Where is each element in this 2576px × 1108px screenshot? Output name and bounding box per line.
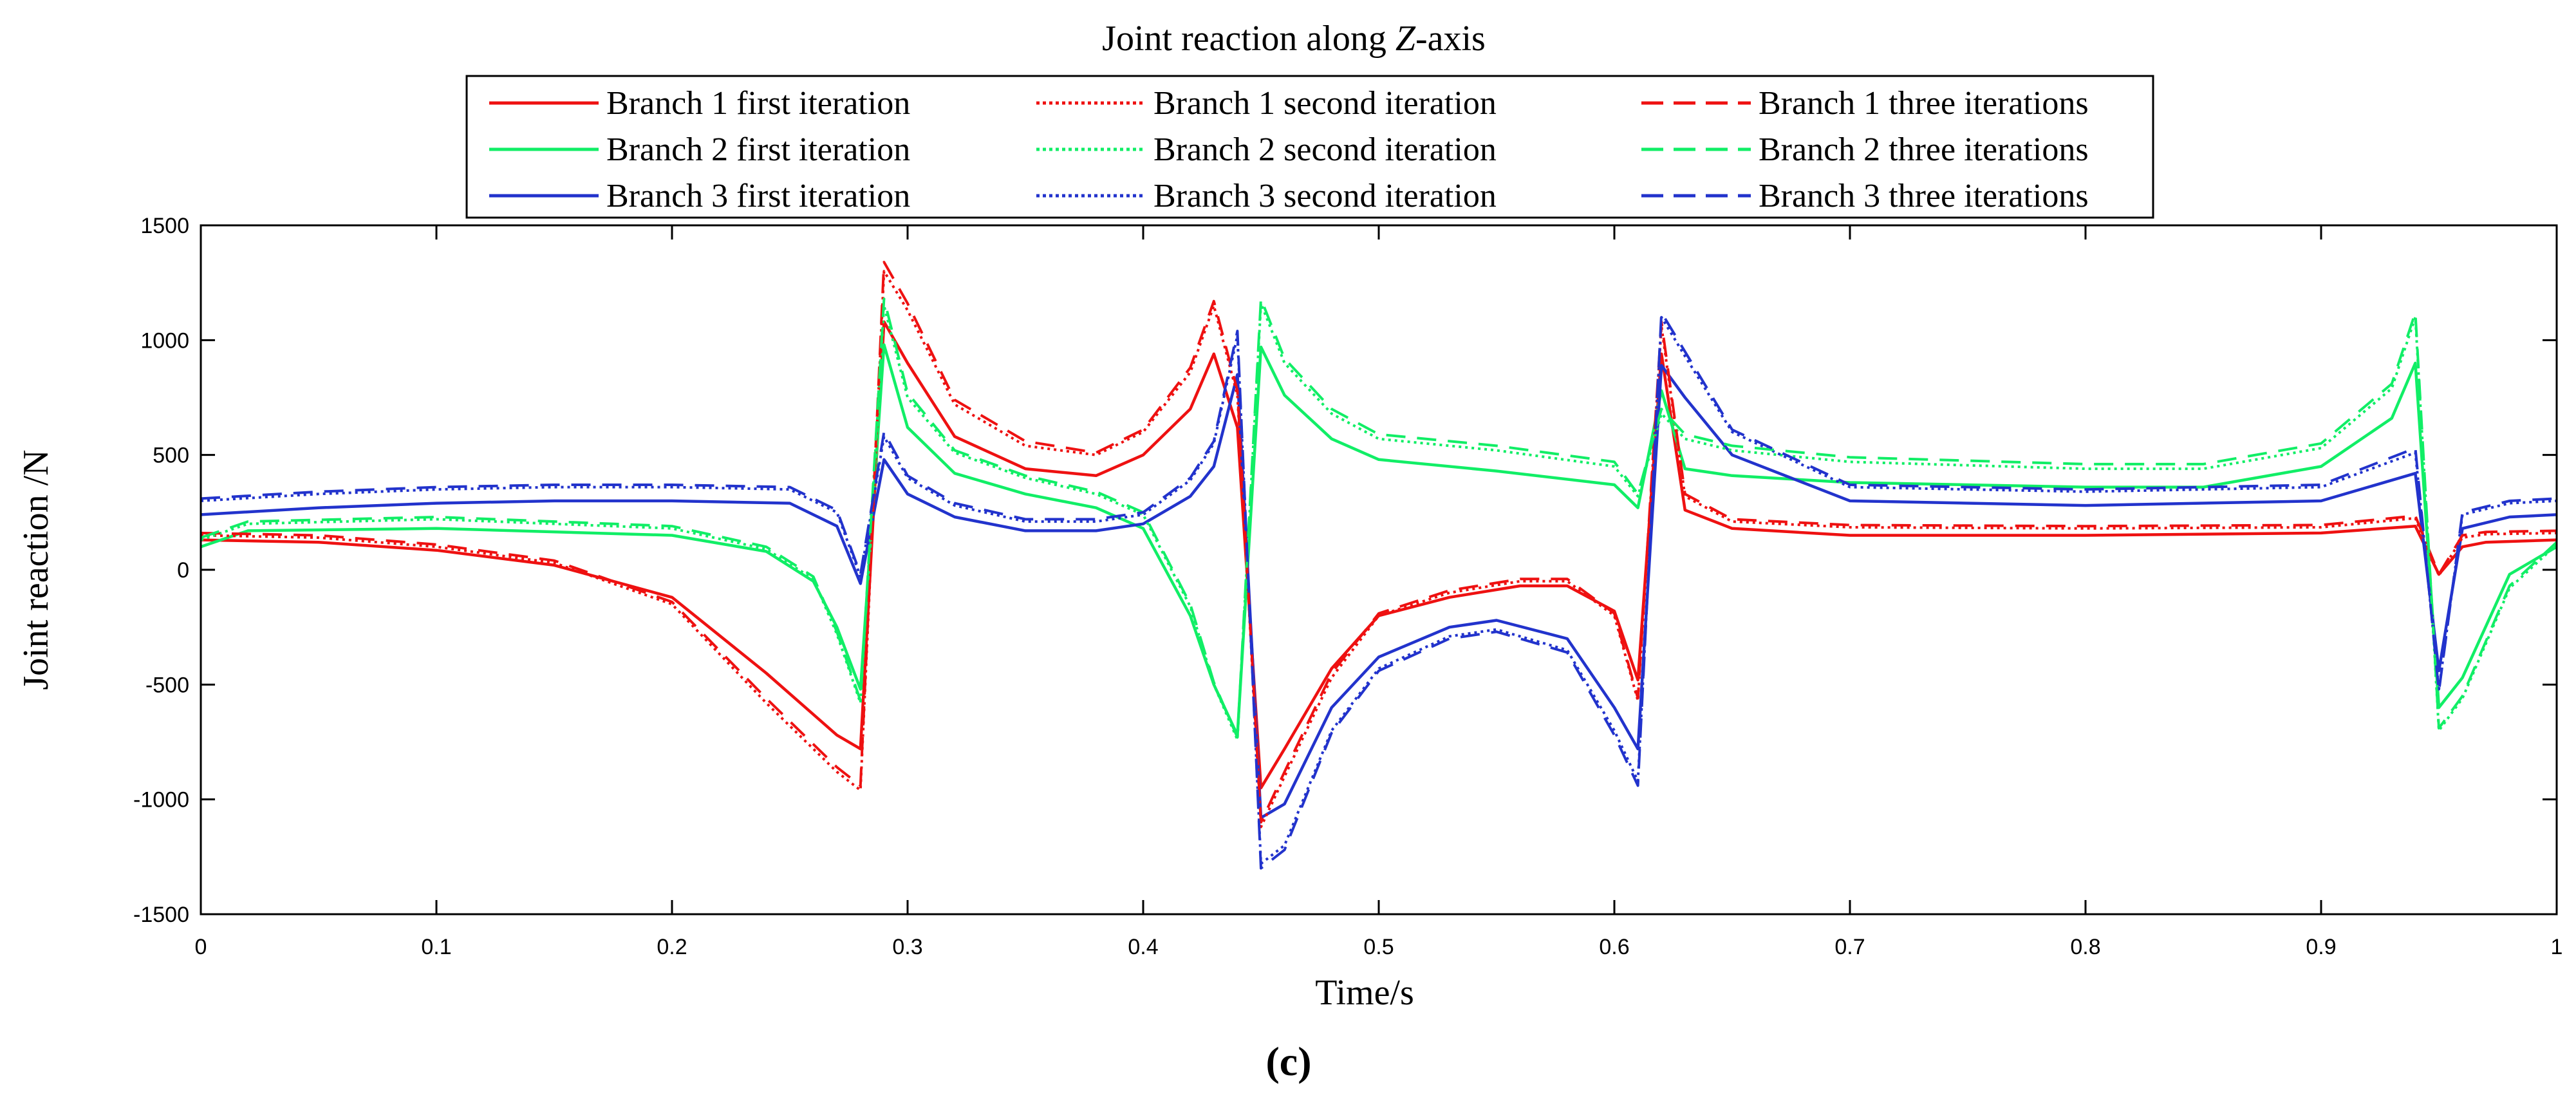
x-tick-label: 0.9: [2306, 935, 2336, 959]
chart-title-italic: Z: [1395, 19, 1416, 59]
y-tick-label: -500: [145, 673, 189, 697]
x-tick-label: 0.3: [892, 935, 922, 959]
series-line-branch3-dot: [200, 315, 2557, 865]
series-line-branch2-dash: [200, 297, 2558, 739]
legend-box: [465, 75, 2154, 219]
y-tick-label: 500: [153, 444, 189, 468]
legend-label: Branch 2 second iteration: [1153, 131, 1497, 168]
plot-frame: [200, 224, 2558, 916]
chart-title: Joint reaction along Z-axis: [1102, 19, 1486, 59]
series-line-branch3-dash: [200, 311, 2557, 870]
panel-label: (c): [1265, 1038, 1311, 1084]
x-tick-label: 0.1: [421, 935, 451, 959]
x-axis-label: Time/s: [1315, 973, 1414, 1013]
y-tick-label: -1500: [133, 903, 189, 927]
legend-label: Branch 3 first iteration: [606, 178, 910, 214]
series-line-branch1-dot: [200, 270, 2557, 829]
x-tick-label: 0.6: [1599, 935, 1629, 959]
x-tick-label: 0.5: [1363, 935, 1394, 959]
y-tick-label: 1500: [140, 214, 189, 238]
legend-label: Branch 1 first iteration: [606, 85, 910, 122]
x-tick-label: 0.7: [1834, 935, 1865, 959]
chart-title-pre: Joint reaction along: [1102, 19, 1395, 59]
series-line-branch1-solid: [200, 320, 2557, 790]
legend-label: Branch 3 three iterations: [1759, 178, 2089, 214]
x-tick-label: 0.4: [1128, 935, 1158, 959]
series-line-branch1-dash: [200, 261, 2557, 824]
plot-lines: [200, 261, 2558, 870]
x-tick-label: 0: [195, 935, 207, 959]
x-tick-label: 0.8: [2070, 935, 2100, 959]
axes: 0 0.1 0.2 0.3 0.4 0.5 0.6 0.7 0.8 0.9 1 -1500 -1000 -…: [133, 214, 2562, 959]
chart-title-post: -axis: [1415, 19, 1486, 59]
legend: Branch 1 first iteration Branch 1 second …: [489, 85, 2089, 214]
x-tick-label: 0.2: [657, 935, 687, 959]
legend-label: Branch 2 first iteration: [606, 131, 910, 168]
y-tick-label: -1000: [133, 788, 189, 812]
x-tick-label: 1: [2551, 935, 2563, 959]
legend-label: Branch 3 second iteration: [1153, 178, 1497, 214]
y-tick-label: 1000: [140, 328, 189, 353]
legend-label: Branch 2 three iterations: [1759, 131, 2089, 168]
y-axis-label: Joint reaction /N: [16, 449, 56, 690]
series-line-branch2-solid: [200, 343, 2558, 737]
series-line-branch3-solid: [200, 364, 2557, 820]
legend-label: Branch 1 three iterations: [1759, 85, 2089, 122]
y-tick-label: 0: [177, 558, 189, 583]
legend-label: Branch 1 second iteration: [1153, 85, 1497, 122]
